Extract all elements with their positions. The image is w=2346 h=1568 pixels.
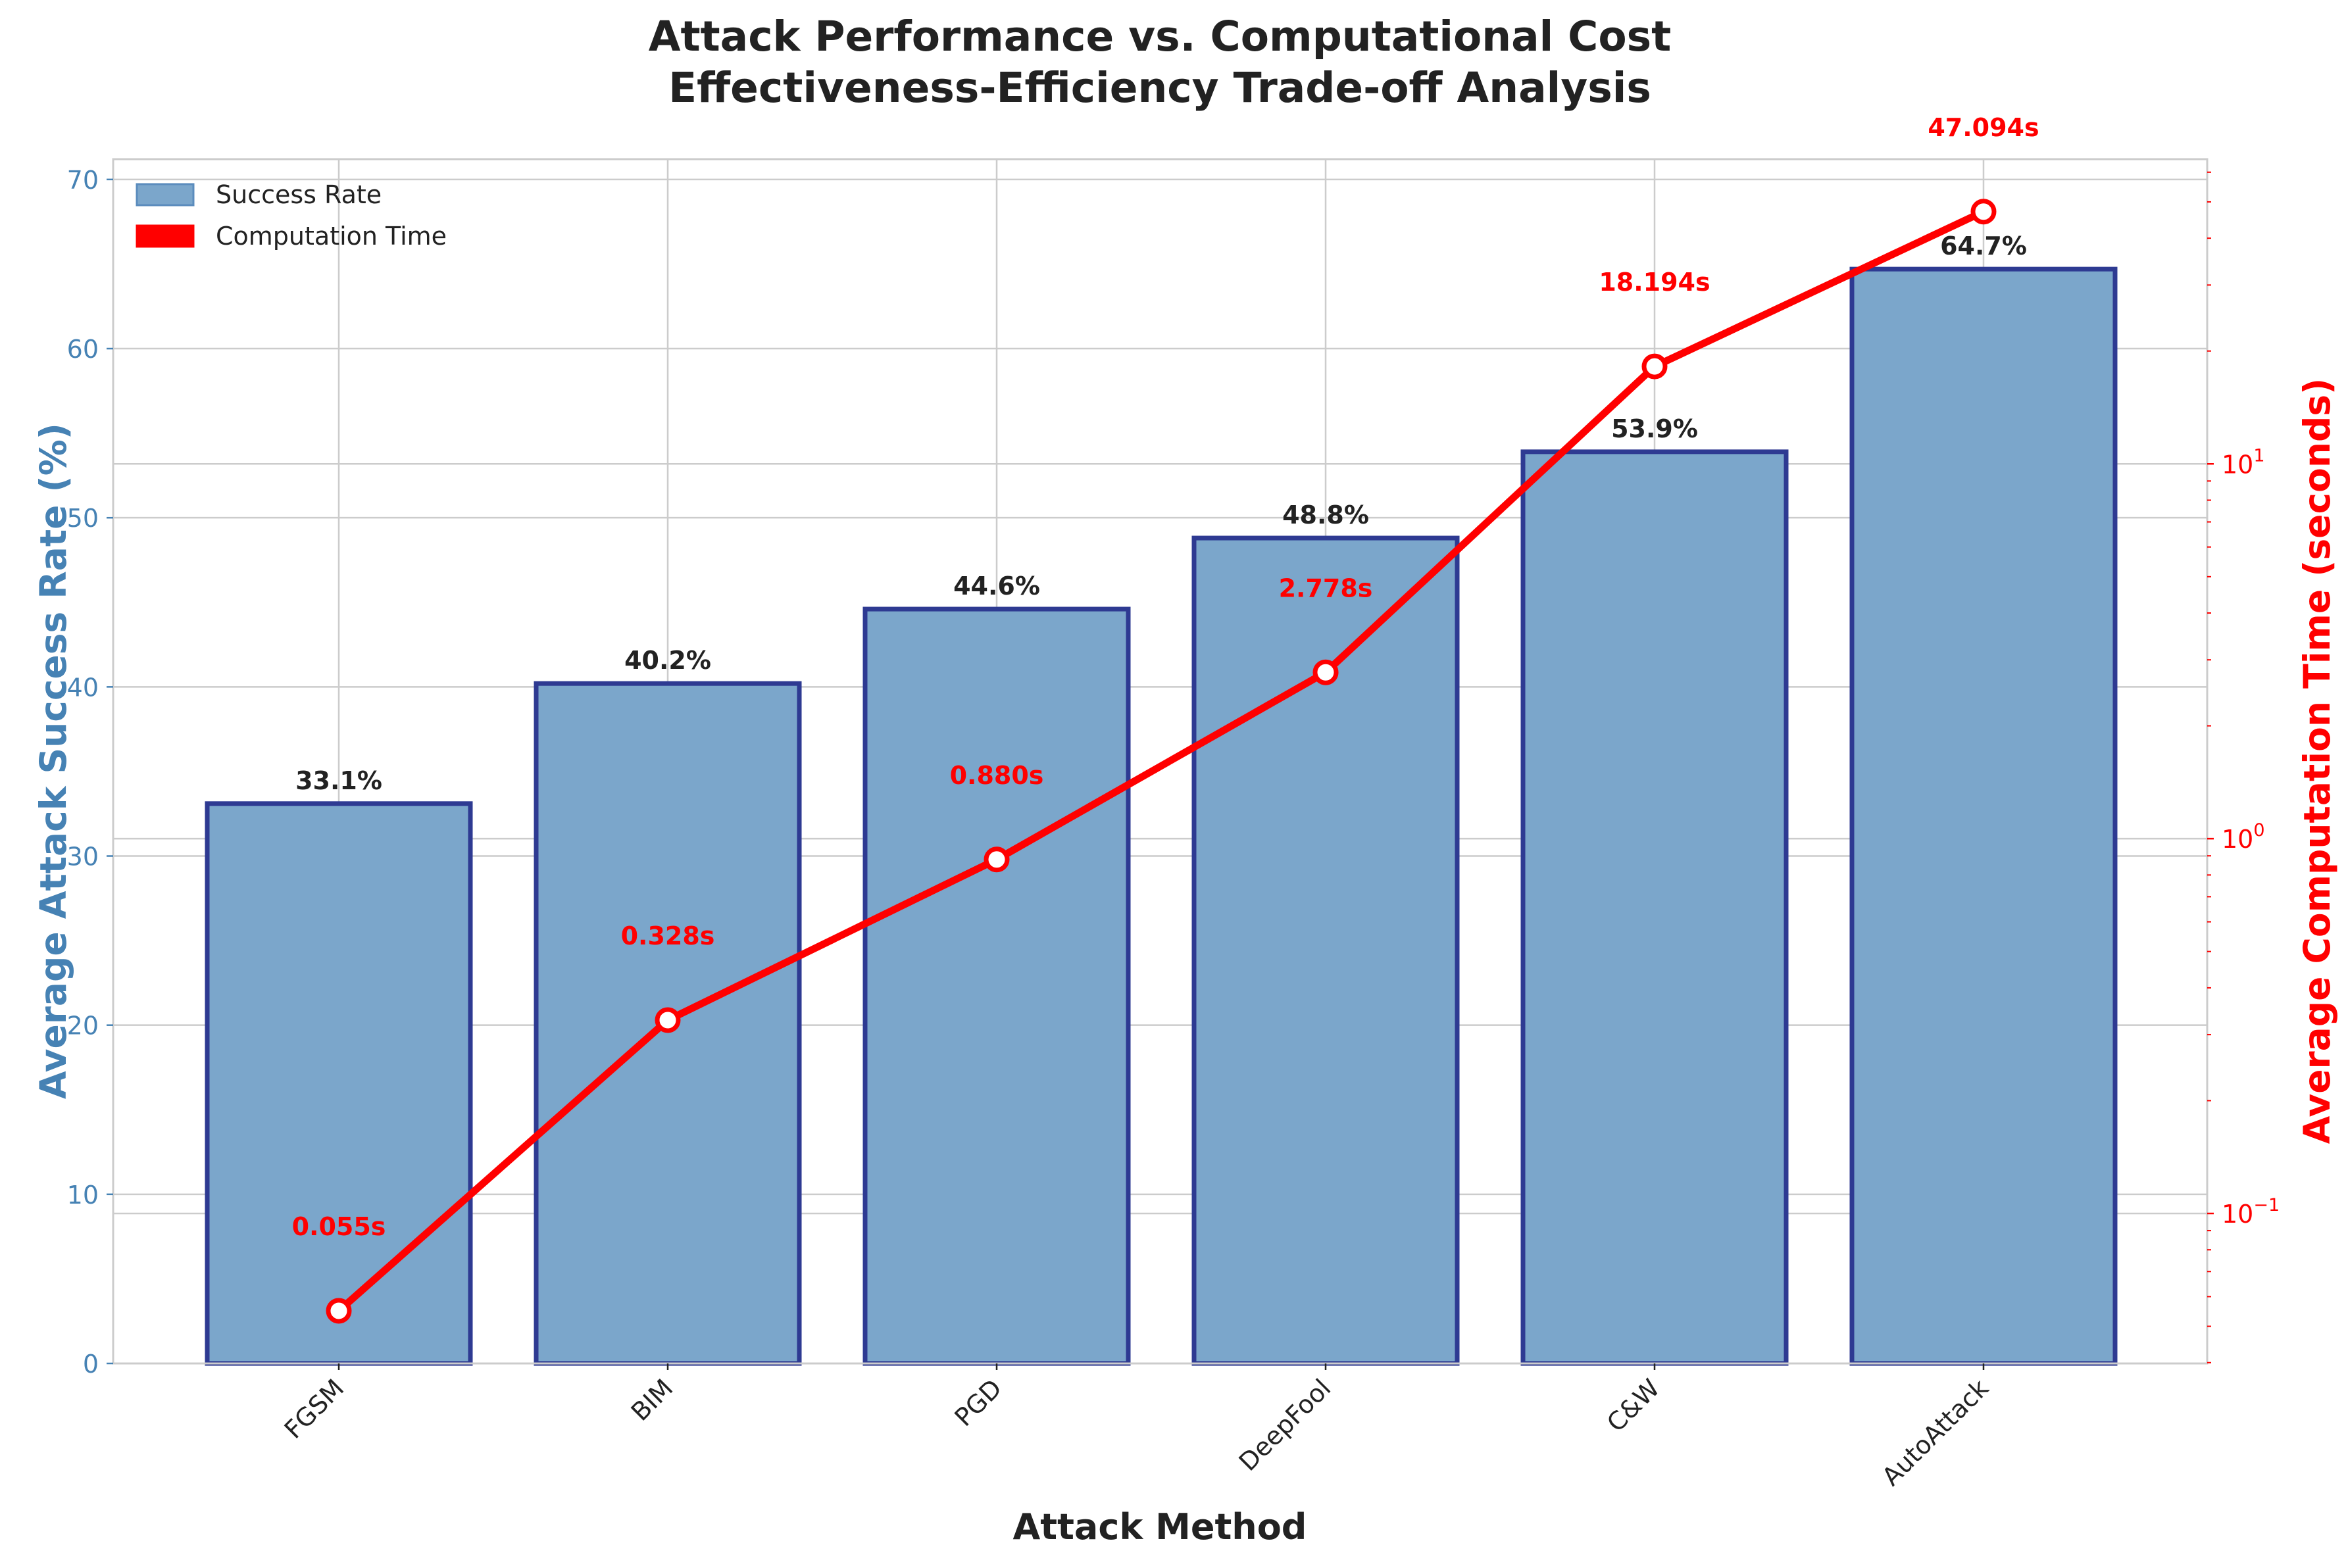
time-point [655, 1007, 681, 1033]
time-point [1312, 659, 1339, 685]
bar-value-label: 64.7% [1940, 232, 2027, 260]
right-tick-label: 100 [2222, 820, 2265, 854]
time-value-label: 2.778s [1279, 574, 1373, 602]
bar-value-label: 33.1% [295, 766, 382, 795]
left-tick-label: 50 [67, 504, 99, 533]
left-tick-label: 20 [67, 1012, 99, 1041]
time-point [1970, 199, 1997, 225]
time-point [326, 1298, 352, 1324]
left-tick-label: 10 [67, 1181, 99, 1210]
time-series-line [335, 208, 1987, 1315]
legend-label-time: Computation Time [216, 222, 447, 251]
right-tick-label: 101 [2222, 445, 2265, 479]
left-tick-label: 60 [67, 335, 99, 364]
legend: Success Rate Computation Time [136, 180, 447, 251]
time-value-label: 0.328s [621, 921, 715, 950]
legend-swatch-success [136, 183, 195, 207]
bar-value-label: 40.2% [624, 646, 711, 675]
time-value-label: 0.055s [292, 1212, 386, 1241]
legend-label-success: Success Rate [216, 180, 382, 209]
left-tick-label: 30 [67, 843, 99, 871]
left-tick-label: 0 [83, 1350, 99, 1379]
bar [862, 606, 1131, 1366]
chart-title-line1: Attack Performance vs. Computational Cos… [649, 12, 1672, 61]
bar-value-label: 48.8% [1282, 501, 1369, 529]
bar [1520, 449, 1789, 1366]
x-axis-label: Attack Method [1013, 1506, 1307, 1548]
computation-time-line: 0.055s 0.328s 0.880s 2.778s 18.194s 47.094s [292, 113, 2039, 1324]
time-point [1641, 353, 1668, 380]
plot-frame [112, 158, 2209, 1365]
legend-swatch-time [136, 224, 195, 248]
left-tick-label: 70 [67, 166, 99, 195]
bar [1849, 266, 2118, 1366]
bar-value-label: 53.9% [1611, 414, 1698, 443]
chart-title-line2: Effectiveness-Efficiency Trade-off Analy… [668, 64, 1651, 112]
right-axis-label: Average Computation Time (seconds) [2296, 378, 2338, 1144]
left-tick-label: 40 [67, 673, 99, 702]
time-point [984, 846, 1010, 873]
bar-value-label: 44.6% [953, 572, 1040, 600]
right-tick-label: 10−1 [2222, 1195, 2280, 1229]
time-value-label: 0.880s [950, 761, 1044, 790]
time-value-label: 47.094s [1928, 113, 2039, 142]
left-axis-label: Average Attack Success Rate (%) [32, 423, 74, 1099]
bar [205, 801, 473, 1366]
time-value-label: 18.194s [1599, 268, 1710, 297]
